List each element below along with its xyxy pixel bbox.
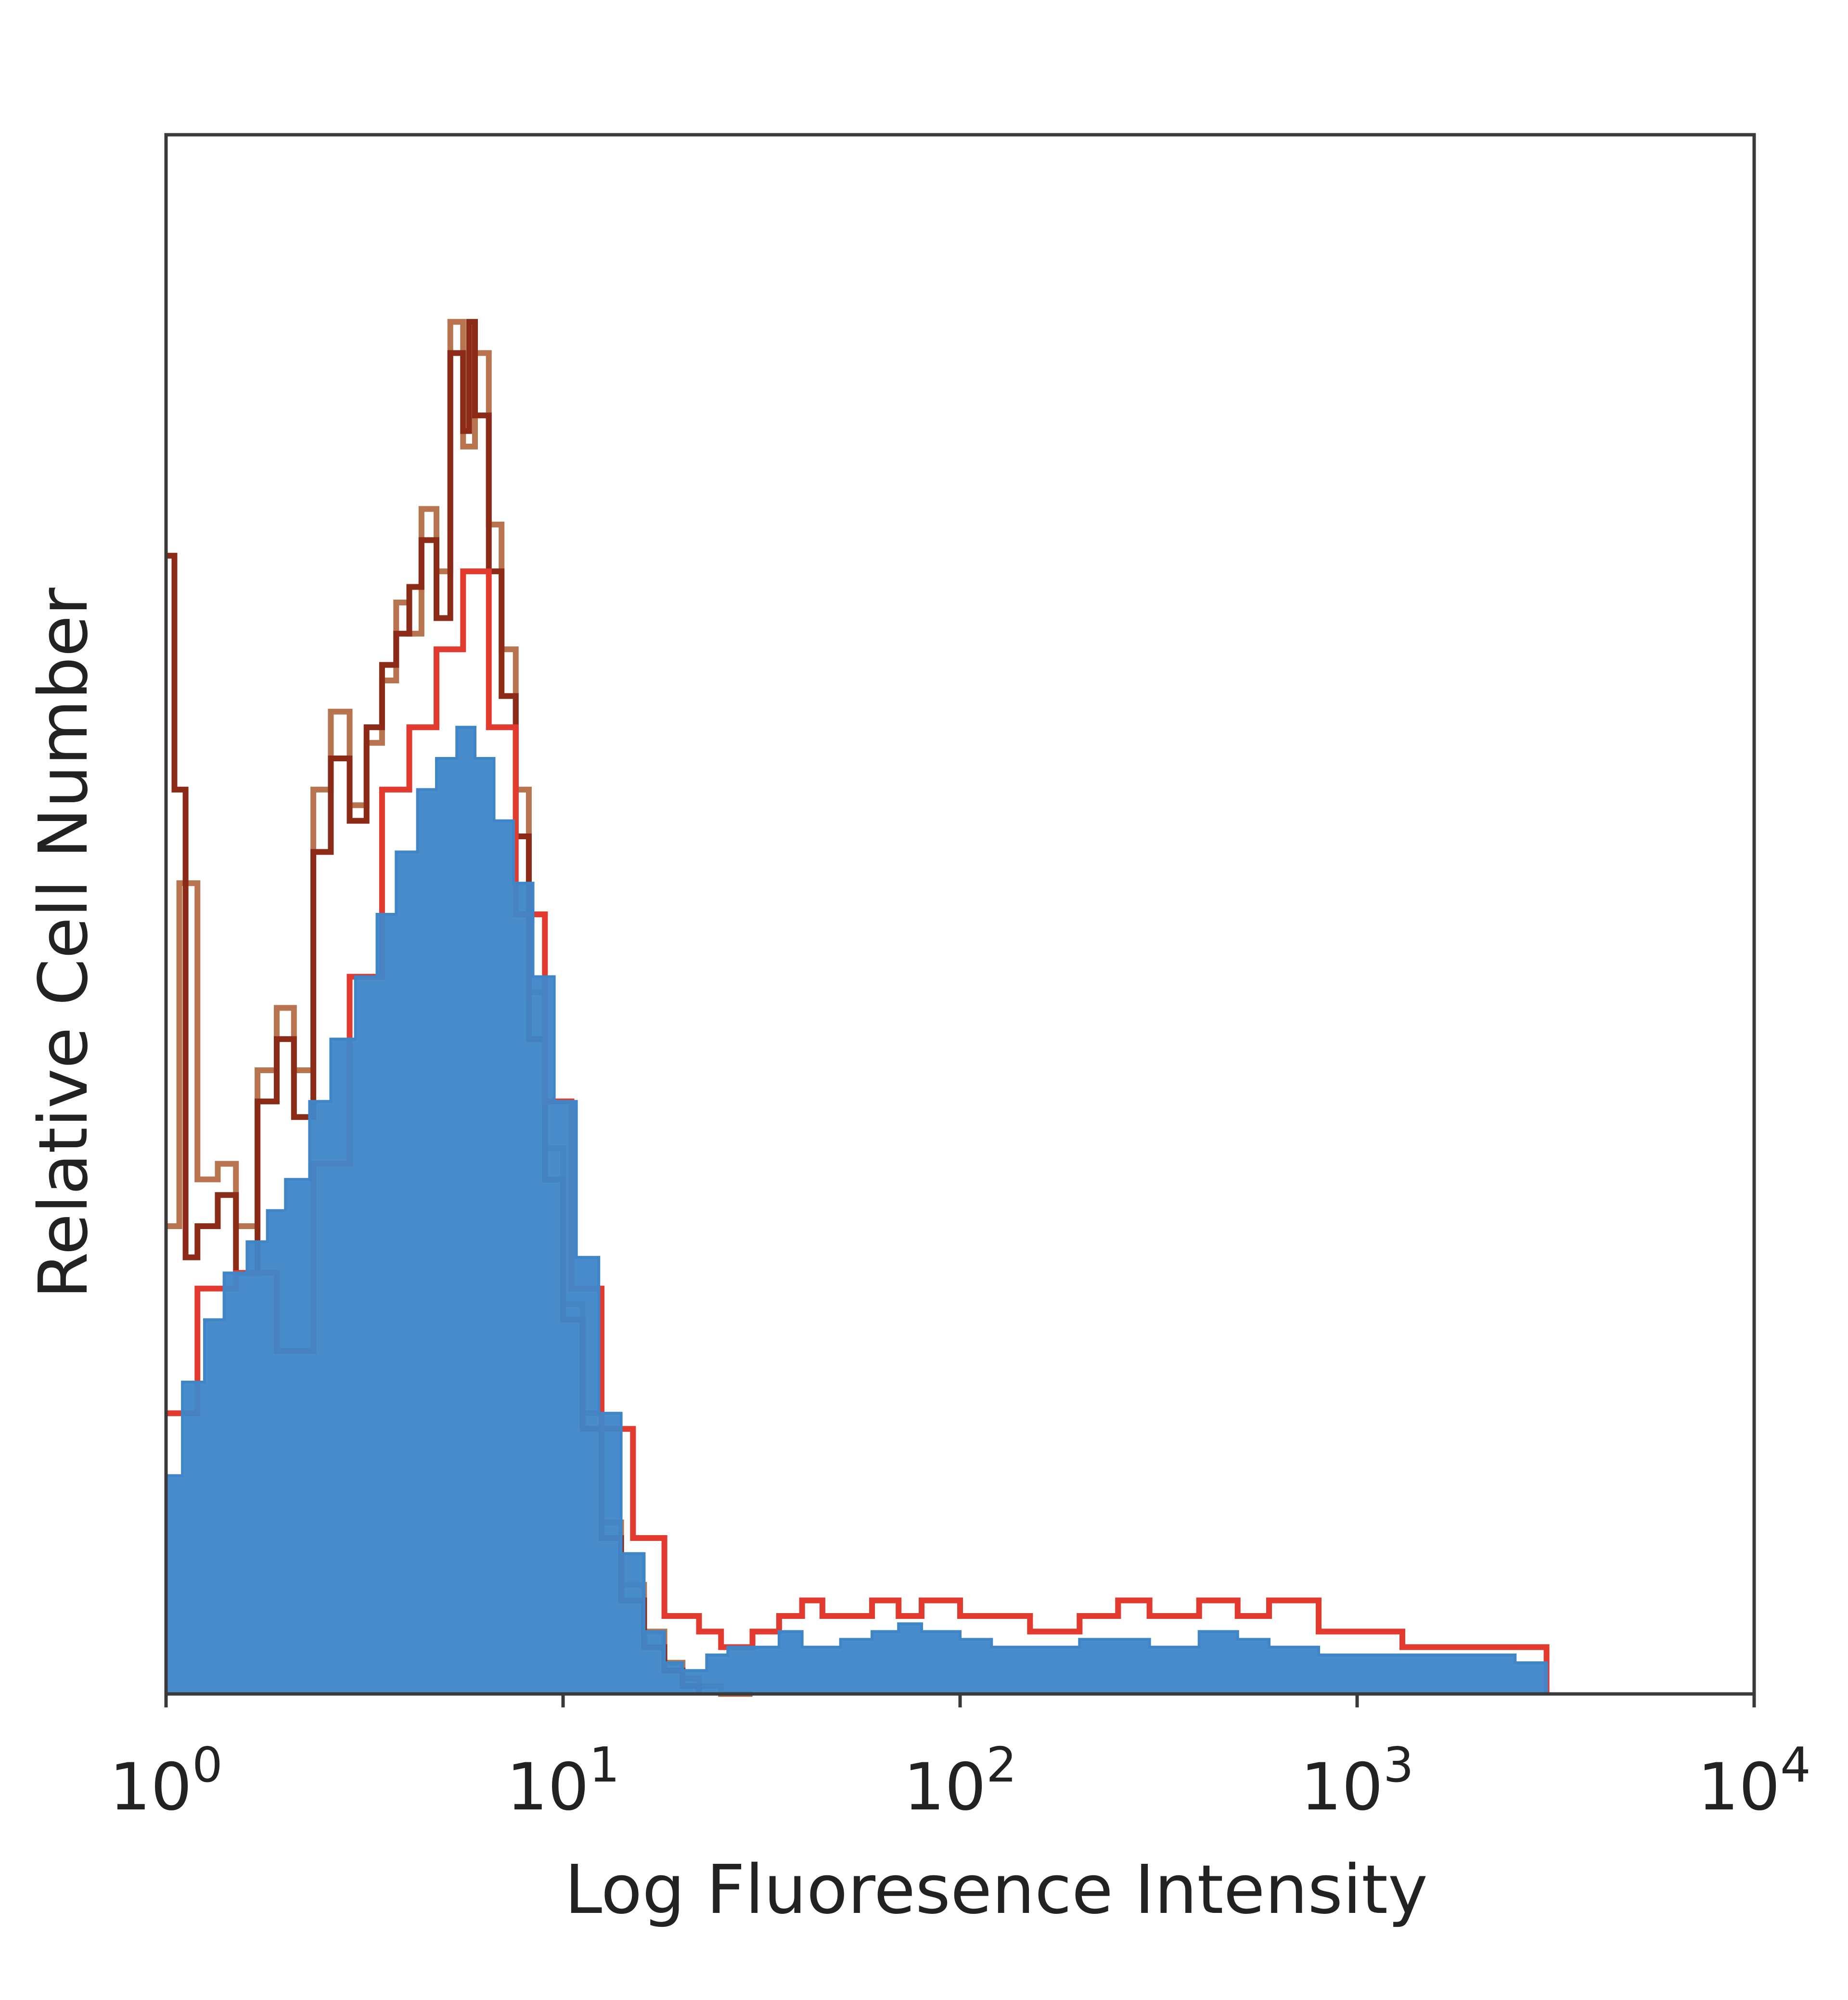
x-tick-label-3: 103	[1300, 1737, 1413, 1825]
x-tick-label-2: 102	[903, 1737, 1016, 1825]
x-axis-ticks: 100 101 102 103 104	[109, 1694, 1811, 1825]
histogram-series-4	[165, 726, 1548, 1695]
x-tick-label-4: 104	[1697, 1737, 1810, 1825]
x-axis-label: Log Fluoresence Intensity	[565, 1851, 1428, 1929]
series-layer	[165, 319, 1550, 1697]
x-tick-label-1: 101	[506, 1737, 619, 1825]
x-tick-label-0: 100	[109, 1737, 222, 1825]
y-axis-label: Relative Cell Number	[25, 588, 103, 1299]
